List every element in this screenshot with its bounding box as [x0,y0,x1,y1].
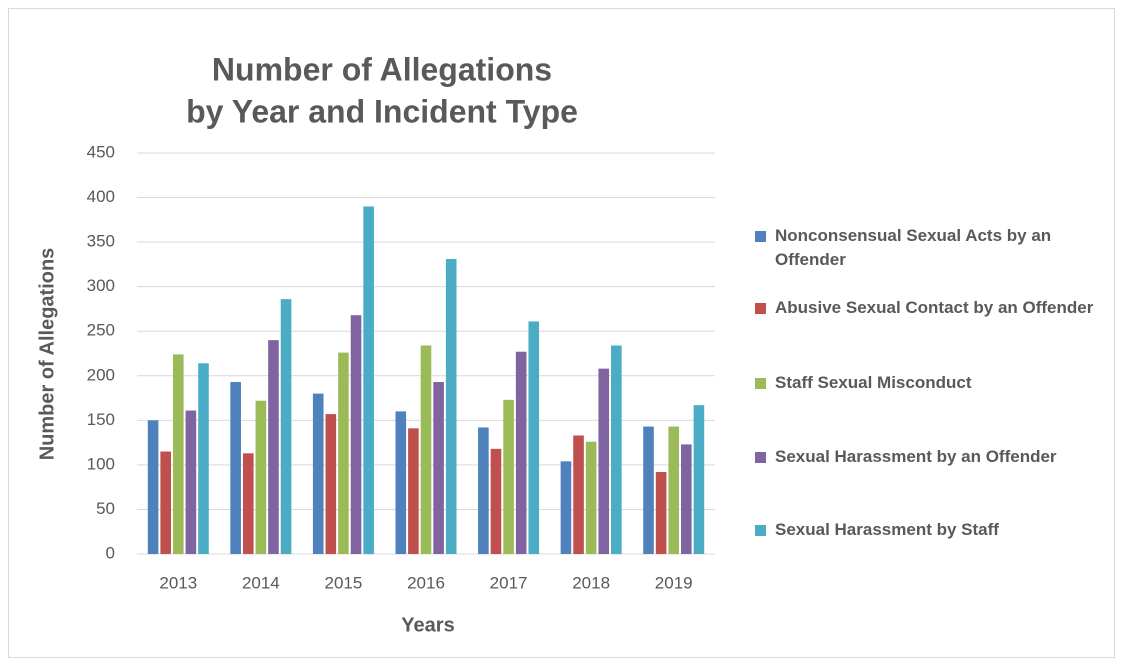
bar [643,426,654,554]
bar [655,472,667,554]
y-tick-label: 250 [87,321,115,340]
chart-title: Number of Allegations [212,51,552,87]
bar [585,441,597,554]
bar [681,444,692,554]
chart-title: by Year and Incident Type [186,93,578,129]
bar [147,420,159,554]
bar [280,299,292,554]
x-tick-label: 2018 [572,573,610,592]
bar [420,345,432,554]
legend-label: Nonconsensual Sexual Acts by an Offender [775,226,1052,269]
bar [172,354,184,554]
bar [693,405,705,554]
bar [445,259,457,554]
bar [312,393,324,554]
bar [198,363,209,554]
bar [573,435,584,554]
bar [515,351,527,554]
x-tick-label: 2014 [242,573,280,592]
x-tick-label: 2013 [159,573,197,592]
bar [433,382,444,554]
bar [503,399,514,554]
y-tick-label: 450 [87,142,115,161]
bar [560,461,572,554]
bar [598,368,610,554]
legend-label: Staff Sexual Misconduct [775,373,972,392]
x-tick-label: 2017 [490,573,528,592]
y-tick-label: 350 [87,232,115,251]
bar [230,382,241,554]
bar [325,414,337,554]
y-tick-label: 150 [87,410,115,429]
legend-label: Abusive Sexual Contact by an Offender [775,298,1094,317]
legend-swatch [755,525,766,536]
legend-swatch [755,231,766,242]
y-tick-label: 50 [96,499,115,518]
x-tick-label: 2016 [407,573,445,592]
legend-label: Sexual Harassment by Staff [775,520,999,539]
y-tick-label: 100 [87,454,115,473]
x-tick-label: 2015 [325,573,363,592]
bar [255,400,267,554]
bar [185,410,197,554]
bar [478,427,489,554]
bar [363,206,374,554]
bar [242,453,254,554]
bar [611,345,622,554]
x-tick-label: 2019 [655,573,693,592]
y-tick-label: 400 [87,187,115,206]
y-tick-label: 300 [87,276,115,295]
bar [160,451,171,554]
bar [408,428,419,554]
y-tick-label: 200 [87,365,115,384]
bar [268,340,279,554]
y-axis-label: Number of Allegations [36,248,58,461]
x-axis-label: Years [401,614,454,636]
bar [490,448,502,554]
y-tick-label: 0 [106,543,115,562]
legend-swatch [755,452,766,463]
bar [338,352,349,554]
bar [350,315,362,554]
legend-label: Sexual Harassment by an Offender [775,447,1057,466]
bar [395,411,407,554]
legend-swatch [755,303,766,314]
legend-swatch [755,378,766,389]
bar [668,426,680,554]
bar [528,321,540,554]
